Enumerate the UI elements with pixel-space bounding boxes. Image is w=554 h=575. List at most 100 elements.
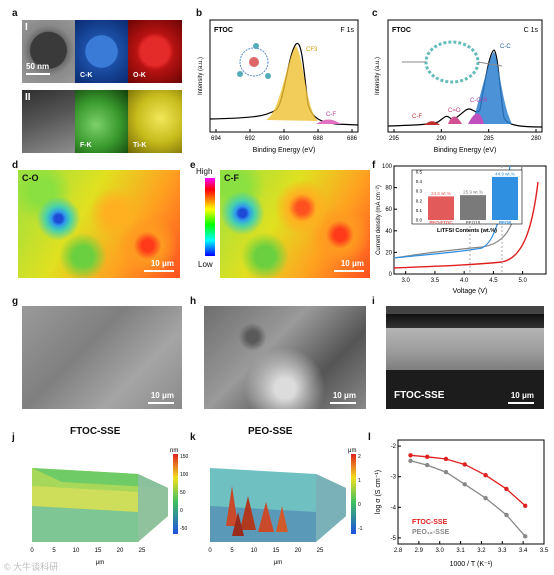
legend-peo: PEO₁₈-SSE — [412, 529, 450, 536]
colorbar-j-tick: -50 — [180, 526, 187, 532]
plot-frame-c — [387, 19, 543, 133]
colorbar-low: Low — [198, 260, 213, 269]
afm-xtick-label: 5 — [230, 548, 234, 554]
tag-e: C-F — [224, 173, 239, 183]
inset-ytick-label: 0.4 — [416, 179, 423, 184]
plot-frame-f — [393, 165, 547, 275]
inset-ytick-label: 0.3 — [416, 189, 423, 194]
xlabel-f: Voltage (V) — [453, 288, 488, 295]
peak-fill-cf3 — [266, 46, 318, 121]
ylabel-l: log σ (S cm⁻¹) — [375, 470, 382, 514]
raman-map-co: C-O 10 μm — [18, 170, 180, 278]
title-j: FTOC-SSE — [70, 426, 121, 437]
row-label-1: I — [25, 22, 28, 33]
f-ytick-label: 0 — [389, 272, 393, 278]
l-ytick-label: -3 — [391, 475, 397, 481]
l-xtick-label: 3.4 — [519, 548, 528, 554]
panel-letter-l: l — [368, 432, 371, 443]
l-ytick-label: -5 — [391, 536, 397, 542]
panel-f-lsv: 3.0 3.5 4.0 4.5 5.0 0 20 40 60 80 100 0.0 0.1 0.2 0.3… — [376, 164, 547, 295]
data-point — [408, 453, 413, 458]
colorbar-k-tick: -1 — [358, 526, 363, 532]
map-ti-k — [128, 90, 182, 153]
b-xtick-label: 694 — [211, 136, 222, 142]
tem-image-1 — [22, 20, 75, 83]
tag-i: FTOC-SSE — [394, 390, 445, 401]
afm-xtick-label: 15 — [273, 548, 280, 554]
plot-frame-l — [397, 439, 545, 545]
inset-bar — [428, 196, 454, 220]
ylabel-b: Intensity (a.u.) — [198, 57, 204, 95]
scale-bar-label-a: 50 nm — [26, 62, 50, 71]
f-xtick-label: 4.0 — [460, 278, 469, 284]
peak-fill-cf — [316, 119, 341, 124]
c-xtick-label: 285 — [484, 136, 495, 142]
scale-bar-d — [144, 270, 174, 272]
panel-c-xps-c1s: FTOC C 1s C-C C-O-R C=O C-F 295 290 285 280… — [375, 19, 543, 154]
b-xtick-label: 686 — [347, 136, 358, 142]
panel-j-afm: nm 0 5 10 15 20 25 150 100 50 0 -50 μm — [30, 448, 188, 566]
b-xtick-label: 690 — [279, 136, 290, 142]
tag-c: FTOC — [392, 27, 411, 34]
panel-letter-f: f — [372, 160, 376, 171]
peak-label-co: C=O — [448, 108, 461, 114]
data-point — [523, 534, 528, 539]
scale-bar-e — [334, 270, 364, 272]
panel-letter-e: e — [190, 160, 196, 171]
colorbar-k — [351, 454, 356, 534]
b-xtick-label: 692 — [245, 136, 256, 142]
map-c-k — [75, 20, 128, 83]
watermark: © 大牛谈科研 — [4, 562, 59, 572]
row-label-2: II — [25, 92, 31, 103]
f-xtick-label: 3.0 — [402, 278, 411, 284]
inset-ytick-label: 0.1 — [416, 208, 423, 213]
l-ytick-label: -4 — [391, 505, 397, 511]
afm-xtick-label: 25 — [317, 548, 324, 554]
xlabel-k: μm — [274, 560, 282, 566]
scale-bar-label-e: 10 μm — [340, 259, 364, 268]
f-ytick-label: 100 — [382, 164, 393, 170]
sem-image-i: FTOC-SSE 10 μm — [386, 306, 544, 409]
c-xtick-label: 280 — [531, 136, 542, 142]
peak-label-cf: C-F — [326, 112, 336, 118]
l-ytick-label: -2 — [391, 444, 397, 450]
colorbar-j-tick: 100 — [180, 472, 188, 478]
colorbar-k-tick: 2 — [358, 454, 361, 460]
ylabel-c: Intensity (a.u.) — [375, 57, 381, 95]
colorbar-high: High — [196, 167, 213, 176]
xlabel-c: Binding Energy (eV) — [434, 147, 497, 154]
l-xtick-label: 3.1 — [456, 548, 465, 554]
colorbar-e — [205, 178, 215, 256]
panel-letter-g: g — [12, 296, 19, 307]
data-point — [443, 469, 449, 475]
title-k: PEO-SSE — [248, 426, 293, 437]
molecule-illustration-c — [402, 40, 503, 84]
panel-letter-c: c — [372, 8, 378, 19]
peak-fill-cc — [472, 52, 512, 124]
series-line — [410, 454, 526, 507]
scale-bar-a — [26, 73, 50, 75]
peak-label-cf3: CF3 — [306, 47, 318, 53]
f-ytick-label: 60 — [385, 207, 392, 213]
colorbar-j-tick: 50 — [180, 490, 186, 496]
panel-letter-j: j — [12, 432, 15, 443]
data-point — [425, 454, 430, 460]
unit-k: μm — [348, 448, 356, 454]
sem-image-g: 10 μm — [22, 306, 182, 409]
tag-b: FTOC — [214, 27, 233, 34]
data-point — [483, 472, 488, 478]
l-xtick-label: 3.3 — [498, 548, 507, 554]
tem-image-2 — [22, 90, 75, 153]
colorbar-j-tick: 150 — [180, 454, 188, 460]
data-point — [504, 486, 509, 492]
xlabel-j: μm — [96, 560, 104, 566]
inset-bar-value: 44.9 wt.% — [495, 171, 515, 176]
afm-xtick-label: 20 — [295, 548, 302, 554]
map-o-k — [128, 20, 182, 83]
sem-image-h: 10 μm — [204, 306, 366, 409]
inset-bar-value: 25.9 wt.% — [463, 190, 483, 195]
inset-bar-category: PEO18 — [466, 220, 481, 225]
xlabel-b: Binding Energy (eV) — [253, 147, 316, 154]
afm-xtick-label: 20 — [117, 548, 124, 554]
